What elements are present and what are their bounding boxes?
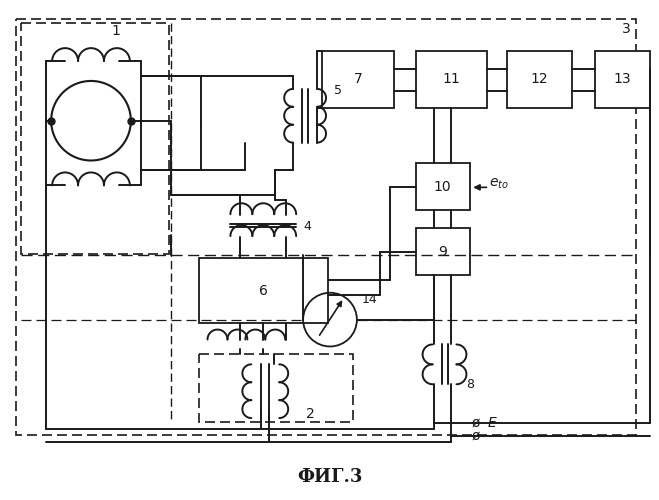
Bar xyxy=(16,20,636,435)
Text: $\mathit{e}_{to}$: $\mathit{e}_{to}$ xyxy=(490,176,509,190)
Text: 3: 3 xyxy=(622,22,631,36)
Bar xyxy=(198,354,353,422)
Text: ø: ø xyxy=(471,416,480,430)
Bar xyxy=(322,51,393,108)
Bar xyxy=(416,164,471,210)
Text: 6: 6 xyxy=(259,284,268,298)
Bar xyxy=(198,258,328,322)
Text: 13: 13 xyxy=(614,72,631,86)
Bar xyxy=(507,51,572,108)
Text: ø: ø xyxy=(471,429,480,443)
Bar xyxy=(21,24,169,254)
Bar xyxy=(416,51,488,108)
Text: 12: 12 xyxy=(530,72,548,86)
Text: 5: 5 xyxy=(334,84,342,98)
Text: 8: 8 xyxy=(467,378,474,391)
Text: E: E xyxy=(488,416,496,430)
Text: 7: 7 xyxy=(353,72,362,86)
Text: ФИГ.3: ФИГ.3 xyxy=(297,468,362,485)
Text: 9: 9 xyxy=(438,245,447,259)
Text: 1: 1 xyxy=(111,24,121,38)
Text: 10: 10 xyxy=(434,180,451,194)
Bar xyxy=(595,51,650,108)
Bar xyxy=(416,228,471,275)
Text: 2: 2 xyxy=(306,407,314,421)
Text: 4: 4 xyxy=(303,220,311,232)
Text: 11: 11 xyxy=(443,72,461,86)
Text: 14: 14 xyxy=(362,293,378,306)
